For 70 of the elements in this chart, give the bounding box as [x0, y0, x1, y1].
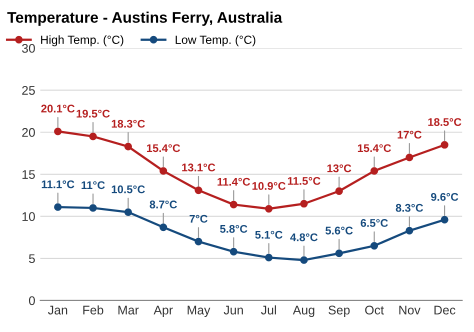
x-tick-label: Apr [154, 306, 173, 317]
data-label: 11.1°C [42, 180, 74, 188]
x-tick-label: Jun [224, 306, 243, 315]
point [230, 200, 238, 208]
data-label: 5.8°C [220, 224, 248, 233]
x-tick-label: Nov [399, 306, 420, 315]
point [160, 167, 168, 175]
point [406, 154, 414, 162]
point [124, 142, 132, 150]
data-label: 8.3°C [396, 204, 424, 212]
y-tick-label: 15 [22, 170, 35, 179]
y-tick-label: 20 [22, 128, 35, 137]
y-tick-label: 0 [28, 296, 35, 306]
point [440, 141, 448, 149]
x-tick-label: Mar [118, 306, 139, 315]
legend-label: High Temp. (°C) [41, 35, 124, 46]
data-label: 11°C [82, 181, 105, 190]
point [300, 200, 308, 208]
data-label: 9.6°C [431, 192, 458, 201]
x-tick-label: Aug [292, 306, 314, 317]
data-label: 6.5°C [360, 219, 388, 227]
data-label: 13.1°C [182, 164, 216, 172]
point [264, 204, 273, 213]
point [54, 203, 62, 211]
point [124, 208, 132, 216]
data-label: 7°C [190, 214, 208, 223]
point [160, 223, 168, 232]
point [406, 226, 414, 234]
data-label: 4.8°C [290, 233, 318, 242]
point [335, 250, 343, 258]
x-tick-label: Sep [328, 306, 350, 317]
data-label: 18.5°C [428, 118, 462, 126]
y-tick-label: 5 [28, 254, 35, 264]
x-tick-label: Feb [83, 305, 104, 315]
x-tick-label: May [188, 306, 210, 317]
point [194, 238, 202, 246]
x-tick-label: Jul [261, 305, 276, 315]
chart-title: Temperature - Austins Ferry, Australia [7, 12, 282, 26]
point [300, 256, 308, 264]
data-label: 20.1°C [41, 104, 75, 113]
point [230, 248, 238, 256]
data-label: 11.5°C [288, 177, 320, 185]
y-tick-label: 30 [22, 44, 35, 53]
point [370, 242, 378, 250]
point [440, 216, 448, 224]
data-label: 5.6°C [325, 226, 353, 234]
point [335, 187, 343, 195]
x-tick-label: Oct [365, 306, 384, 315]
x-tick-label: Jan [48, 306, 68, 315]
data-label: 15.4°C [146, 144, 180, 152]
data-label: 8.7°C [150, 200, 177, 208]
point [89, 204, 97, 212]
point [194, 186, 202, 194]
data-label: 5.1°C [255, 230, 282, 239]
data-label: 18.3°C [112, 120, 145, 128]
data-label: 10.9°C [252, 182, 286, 190]
data-label: 15.4°C [358, 144, 392, 152]
point [54, 128, 62, 136]
data-label: 10.5°C [112, 185, 145, 194]
data-label: 17°C [398, 130, 422, 139]
x-tick-label: Dec [434, 306, 456, 315]
data-label: 19.5°C [76, 110, 110, 118]
legend-label: Low Temp. (°C) [176, 35, 256, 46]
data-label: 13°C [327, 164, 352, 172]
point [89, 132, 97, 140]
data-label: 11.4°C [218, 178, 250, 186]
point [264, 254, 273, 262]
y-tick-label: 10 [22, 212, 35, 222]
point [370, 167, 378, 175]
y-tick-label: 25 [22, 86, 35, 95]
